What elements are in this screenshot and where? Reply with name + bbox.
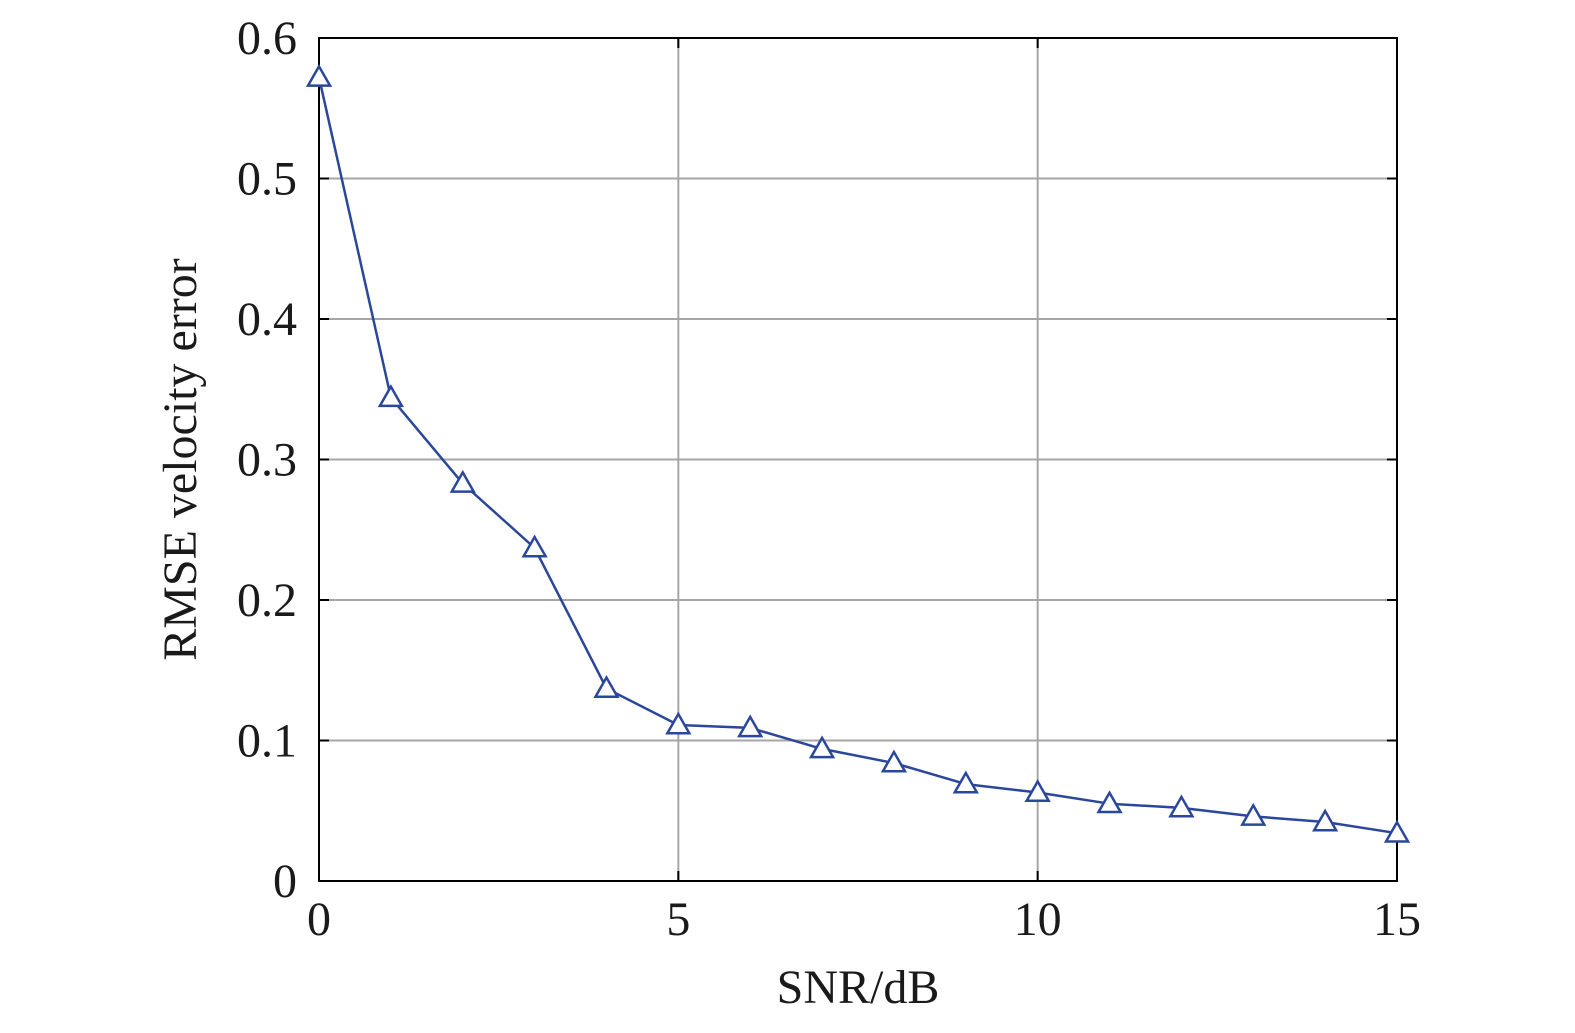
y-tick-label: 0.3	[237, 434, 297, 487]
axis-ticks: 0 5 10 15 0 0.1 0.2 0.3 0.4 0.5 0.6	[237, 12, 1421, 946]
y-tick-label: 0.4	[237, 293, 297, 346]
data-point	[1096, 790, 1123, 814]
x-tick-label: 10	[1014, 893, 1062, 946]
y-tick-label: 0.1	[237, 715, 297, 768]
data-point	[1168, 794, 1195, 818]
x-tick-label: 15	[1373, 893, 1421, 946]
series-line	[317, 77, 1398, 835]
data-point	[808, 735, 836, 759]
y-tick-label: 0	[273, 855, 297, 908]
data-point	[880, 749, 908, 773]
y-tick-label: 0.2	[237, 574, 297, 627]
data-point	[593, 674, 620, 699]
data-point	[305, 63, 333, 87]
series-layer	[305, 63, 1411, 843]
x-axis-title: SNR/dB	[777, 961, 940, 1014]
data-point	[377, 384, 405, 408]
data-point	[952, 770, 979, 794]
y-tick-label: 0.5	[237, 153, 297, 206]
x-tick-label: 0	[307, 893, 331, 946]
data-point	[449, 469, 476, 493]
x-tick-label: 5	[666, 893, 690, 946]
data-point	[737, 714, 764, 738]
y-tick-label: 0.6	[237, 12, 297, 65]
data-point	[665, 711, 692, 735]
data-point	[521, 534, 548, 558]
data-point	[1024, 778, 1051, 802]
data-point	[1383, 819, 1411, 843]
data-point	[1240, 802, 1267, 826]
y-axis-title: RMSE velocity error	[154, 258, 207, 661]
grid	[319, 38, 1397, 881]
data-point	[1311, 808, 1339, 832]
